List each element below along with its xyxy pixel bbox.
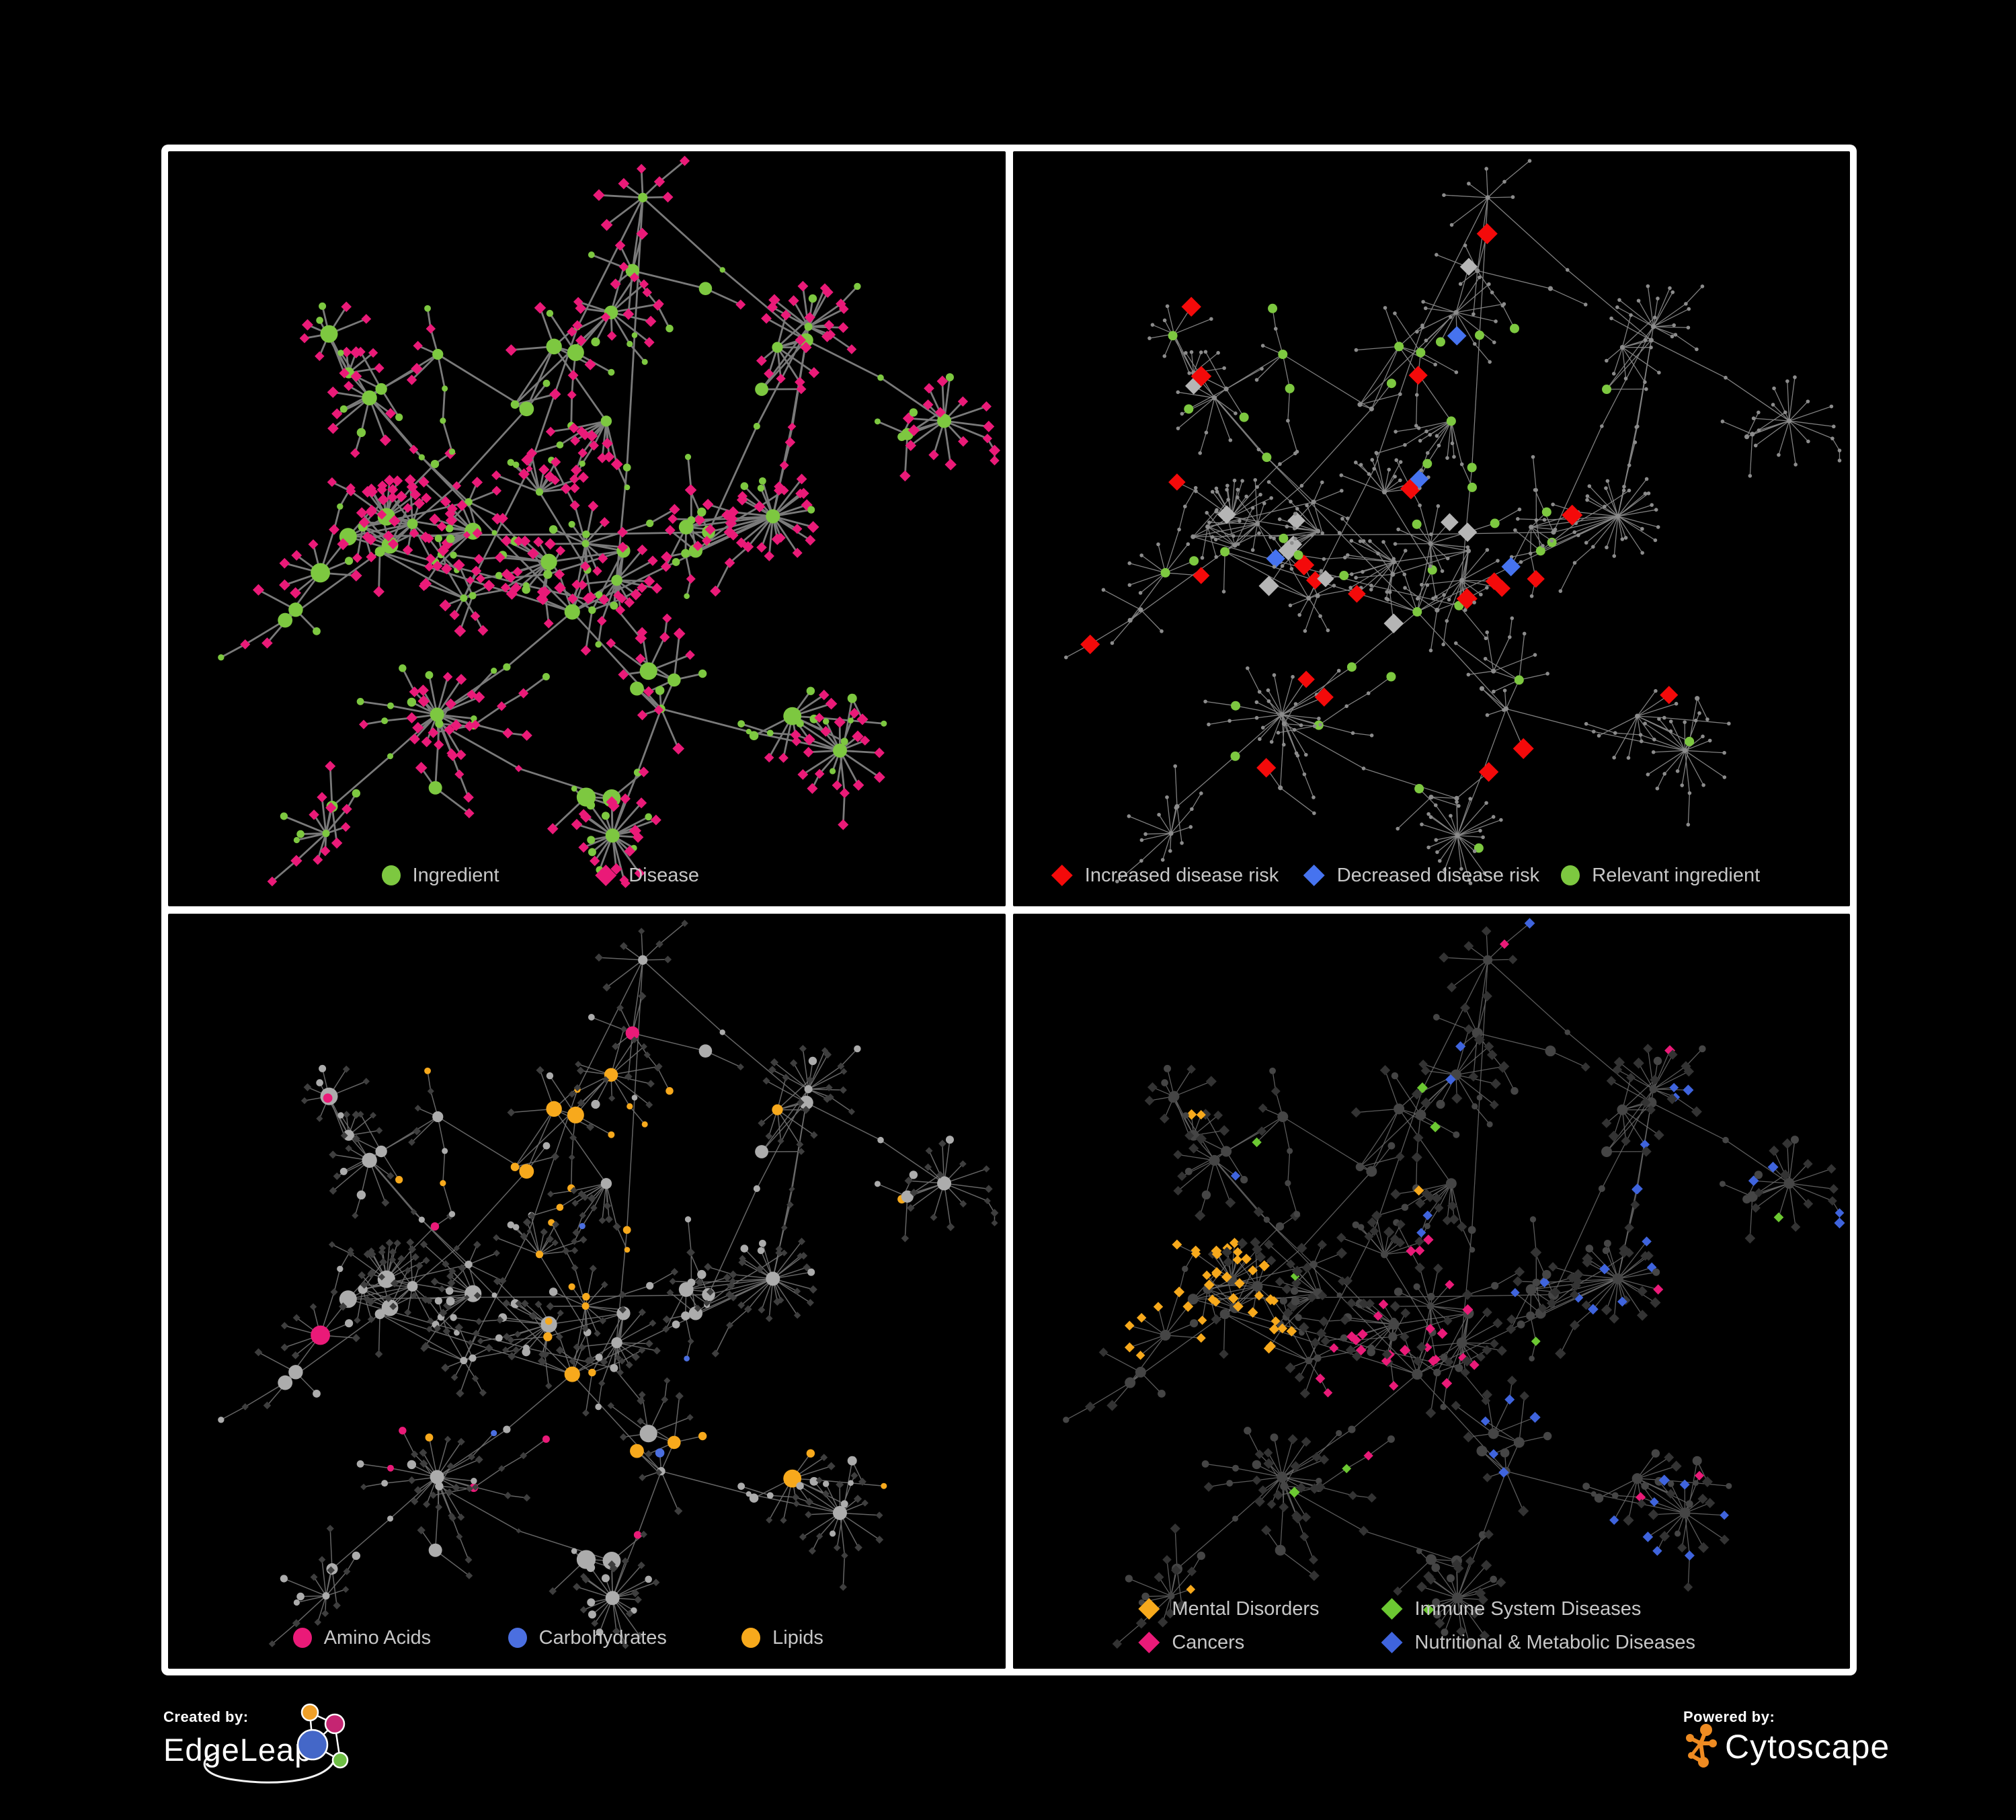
legend-label: Increased disease risk [1084, 864, 1279, 886]
legend-label: Nutritional & Metabolic Diseases [1414, 1631, 1695, 1653]
legend: Increased disease risk Decreased disease… [1013, 863, 1851, 887]
relevant-ingredient-circle-icon [1561, 865, 1580, 885]
legend-item: Increased disease risk [1051, 863, 1279, 887]
carbohydrates-circle-icon [508, 1628, 527, 1648]
immune-diseases-diamond-icon [1381, 1598, 1403, 1620]
legend-item: Cancers [1138, 1631, 1244, 1654]
cancers-diamond-icon [1138, 1632, 1160, 1653]
lipids-circle-icon [741, 1628, 761, 1648]
legend-label: Immune System Diseases [1414, 1597, 1642, 1620]
legend-label: Amino Acids [323, 1626, 432, 1649]
amino-acids-circle-icon [292, 1628, 312, 1648]
cytoscape-logo-icon [1686, 1724, 1717, 1768]
network-graph-ingredient-classes [218, 919, 999, 1649]
ingredient-circle-icon [381, 865, 401, 885]
edgeleap-logo-icon [203, 1703, 349, 1784]
legend-item: Relevant ingredient [1561, 863, 1760, 887]
legend-item: Carbohydrates [508, 1626, 667, 1650]
legend-item: Immune System Diseases [1381, 1597, 1642, 1620]
panel-disease-risk: Increased disease risk Decreased disease… [1012, 151, 1851, 906]
legend: Amino Acids Carbohydrates Lipids [168, 1626, 1006, 1650]
legend-item: Mental Disorders [1138, 1597, 1320, 1620]
legend-item: Disease [595, 863, 699, 887]
legend-label: Decreased disease risk [1336, 864, 1540, 886]
disease-diamond-icon [595, 865, 617, 886]
legend-item: Lipids [741, 1626, 823, 1650]
legend-item: Amino Acids [292, 1626, 432, 1650]
legend-label: Mental Disorders [1172, 1597, 1320, 1620]
network-graph-disease-categories [1062, 918, 1845, 1651]
figure-grid: Ingredient Disease Increased disease ris… [161, 145, 1857, 1675]
decreased-risk-diamond-icon [1303, 865, 1325, 886]
edgeleap-wordmark: EdgeLeap [163, 1732, 313, 1768]
mental-disorders-diamond-icon [1138, 1598, 1160, 1620]
legend-item: Nutritional & Metabolic Diseases [1381, 1631, 1695, 1654]
panel-disease-categories: Mental Disorders Immune System Diseases … [1012, 914, 1851, 1669]
legend-item: Ingredient [381, 863, 499, 887]
metabolic-diseases-diamond-icon [1381, 1632, 1403, 1653]
created-by-label: Created by: [163, 1708, 249, 1725]
increased-risk-diamond-icon [1051, 865, 1073, 886]
panel-ingredient-classes: Amino Acids Carbohydrates Lipids [168, 914, 1006, 1669]
legend: Mental Disorders Immune System Diseases … [1013, 1593, 1851, 1654]
legend-label: Lipids [772, 1626, 823, 1649]
network-graph-ingredient-disease [218, 155, 1000, 888]
legend-label: Relevant ingredient [1592, 864, 1761, 886]
edgeleap-credit: Created by: EdgeLeap [163, 1703, 473, 1816]
legend-item: Decreased disease risk [1303, 863, 1539, 887]
powered-by-label: Powered by: [1683, 1708, 1775, 1725]
network-graph-disease-risk [1063, 159, 1841, 885]
cytoscape-wordmark: Cytoscape [1725, 1728, 1890, 1766]
legend-label: Disease [629, 864, 699, 886]
panel-ingredient-disease: Ingredient Disease [168, 151, 1006, 906]
legend: Ingredient Disease [168, 863, 1006, 887]
legend-label: Ingredient [412, 864, 499, 886]
legend-label: Carbohydrates [538, 1626, 667, 1649]
legend-label: Cancers [1172, 1631, 1245, 1653]
cytoscape-credit: Powered by: Cytoscape [1683, 1708, 1992, 1789]
